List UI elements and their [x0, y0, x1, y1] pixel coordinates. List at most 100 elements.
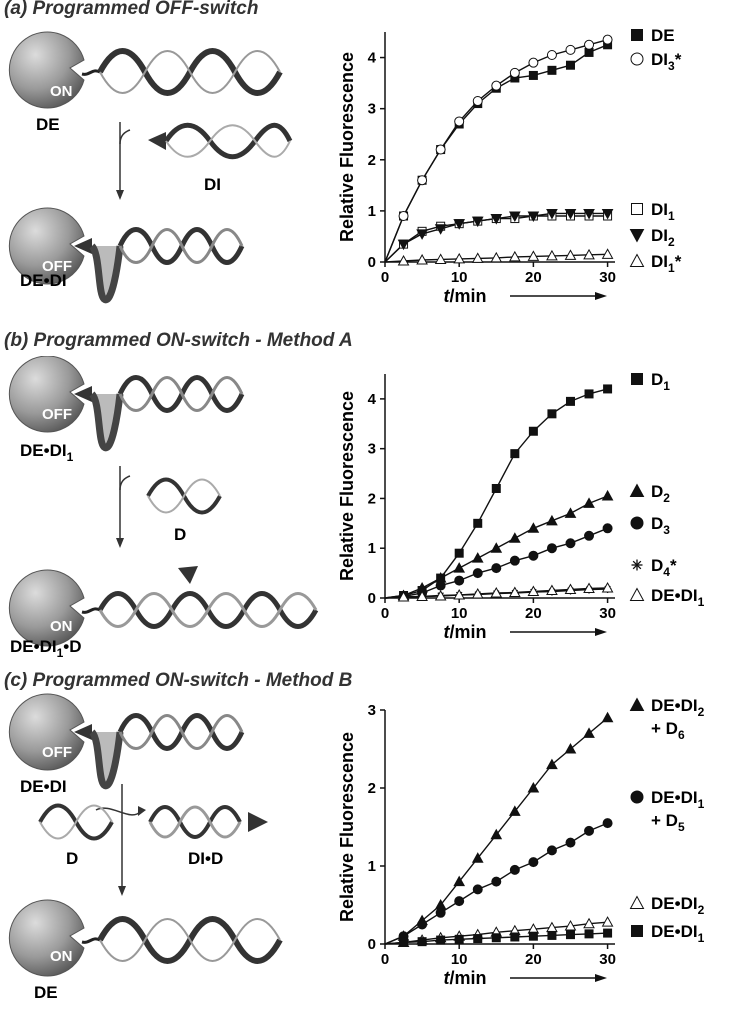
- data-point: [454, 116, 465, 127]
- enzyme-off-icon: [8, 693, 85, 771]
- x-tick-label: 0: [381, 269, 389, 286]
- data-point: [491, 563, 502, 574]
- data-point: [601, 489, 614, 501]
- legend-label: D2: [651, 482, 670, 505]
- data-point: [584, 389, 594, 399]
- x-tick-label: 20: [525, 269, 542, 286]
- data-point: [473, 934, 483, 944]
- data-point: [528, 57, 539, 68]
- data-point: [471, 552, 484, 563]
- data-point: [453, 875, 466, 887]
- activator-strand-icon: [38, 803, 114, 841]
- legend-marker: [630, 52, 644, 66]
- data-point: [546, 208, 558, 220]
- enzyme-off-icon: [8, 207, 85, 285]
- data-point: [491, 80, 502, 91]
- legend-label-line2: + D5: [651, 811, 685, 834]
- data-point: [453, 219, 466, 230]
- data-point: [453, 588, 466, 600]
- data-point: [491, 933, 501, 943]
- data-point: [528, 931, 538, 941]
- state-label-top: ON: [50, 83, 73, 100]
- data-point: [565, 837, 576, 848]
- legend-label: DI2: [651, 226, 675, 249]
- data-point: [564, 208, 577, 220]
- data-point: [508, 586, 521, 598]
- data-point: [416, 253, 428, 265]
- legend-marker: [629, 483, 645, 497]
- data-point: [527, 211, 540, 223]
- enzyme-off-icon: [8, 356, 85, 433]
- x-tick-label: 30: [599, 605, 616, 622]
- y-tick-label: 1: [368, 540, 376, 557]
- legend-marker: [631, 925, 643, 937]
- y-tick-label: 4: [368, 50, 377, 67]
- inhibitor-strand-icon: [148, 122, 293, 160]
- x-axis-arrowhead: [595, 292, 607, 300]
- data-point: [564, 583, 577, 595]
- dna-duplex-icon: [117, 227, 245, 265]
- data-point: [546, 584, 558, 596]
- series-markers: [397, 582, 614, 602]
- data-point: [490, 214, 503, 225]
- x-tick-label: 30: [599, 269, 616, 286]
- data-point: [490, 828, 503, 840]
- chart-a: 0 1 2 3 4 0 10 20 30 Relative Fluorescence t/min DE…: [337, 26, 682, 306]
- y-tick-label: 3: [368, 101, 376, 118]
- data-point: [472, 884, 483, 895]
- data-point: [565, 396, 575, 406]
- legend-label: DE•DI2: [651, 894, 705, 917]
- data-point: [527, 522, 540, 533]
- y-tick-label: 2: [368, 152, 376, 169]
- data-point: [472, 96, 483, 106]
- y-tick-label: 1: [368, 203, 376, 220]
- data-point: [417, 937, 427, 947]
- data-point: [473, 518, 483, 528]
- data-point: [397, 239, 410, 251]
- legend-label: DE•DI2: [651, 696, 705, 719]
- data-point: [508, 805, 521, 816]
- data-point: [602, 34, 613, 45]
- data-point: [546, 543, 557, 554]
- legend-marker: [629, 697, 645, 711]
- data-point: [546, 514, 558, 526]
- bottom-complex-label: DE: [34, 983, 58, 1002]
- state-label-bottom: ON: [50, 948, 73, 965]
- data-point: [508, 250, 521, 262]
- data-point: [583, 917, 595, 929]
- panel-b-title: (b) Programmed ON-switch - Method A: [4, 330, 353, 351]
- data-point: [434, 253, 447, 264]
- data-point: [528, 550, 539, 561]
- data-point: [510, 932, 520, 942]
- series-markers: [397, 248, 614, 266]
- x-axis-arrowhead: [595, 974, 607, 982]
- legend-label: D1: [651, 370, 670, 393]
- data-point: [471, 216, 484, 228]
- y-tick-label: 4: [368, 391, 377, 408]
- data-point: [601, 582, 614, 593]
- state-label-bottom: OFF: [42, 258, 72, 275]
- data-point: [565, 60, 575, 70]
- data-point: [435, 580, 446, 591]
- x-axis-label: t/min: [443, 622, 486, 642]
- legend-marker: [631, 203, 643, 215]
- data-point: [583, 497, 595, 508]
- data-point: [509, 864, 520, 875]
- y-axis-label: Relative Fluorescence: [337, 52, 357, 242]
- data-point: [510, 449, 520, 459]
- data-point: [603, 928, 613, 938]
- data-point: [397, 254, 410, 266]
- y-tick-label: 3: [368, 441, 376, 458]
- data-point: [565, 44, 576, 55]
- data-point: [454, 548, 464, 558]
- data-point: [435, 144, 446, 155]
- x-tick-label: 30: [599, 951, 616, 968]
- data-point: [601, 916, 614, 927]
- data-point: [491, 483, 501, 493]
- panel-c-title: (c) Programmed ON-switch - Method B: [4, 670, 353, 691]
- data-point: [435, 907, 446, 918]
- legend-marker: [629, 253, 645, 267]
- bottom-complex-label: DE•DI: [20, 271, 67, 290]
- data-point: [454, 934, 464, 944]
- inhibitor-label: DI: [204, 175, 221, 194]
